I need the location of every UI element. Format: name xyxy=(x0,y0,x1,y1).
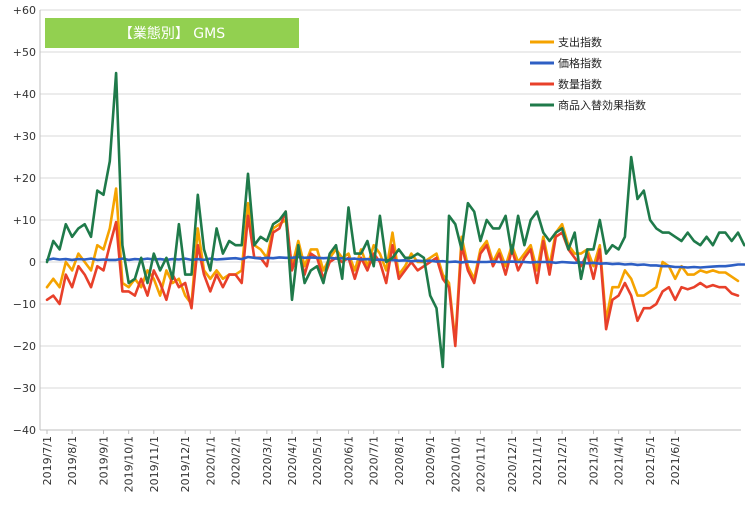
gridlines xyxy=(40,9,741,431)
y-tick-label: +40 xyxy=(13,88,36,101)
axes xyxy=(39,10,741,431)
y-tick-label: +50 xyxy=(13,46,36,59)
legend-label: 数量指数 xyxy=(558,77,602,91)
x-tick-label: 2021/4/1 xyxy=(613,436,626,485)
x-tick-label: 2019/9/1 xyxy=(98,436,111,485)
chart-title-background xyxy=(45,18,299,48)
y-tick-label: −30 xyxy=(13,382,36,395)
y-tick-label: −10 xyxy=(13,298,36,311)
chart-title: 【業態別】 GMS xyxy=(119,26,225,42)
series-line-2 xyxy=(45,210,740,348)
x-tick-label: 2019/11/1 xyxy=(148,436,161,492)
x-tick-label: 2020/3/1 xyxy=(261,436,274,485)
series-lines xyxy=(45,71,745,369)
y-tick-label: +20 xyxy=(13,172,36,185)
y-tick-label: +10 xyxy=(13,214,36,227)
y-tick-label: 0 xyxy=(29,256,36,269)
x-tick-label: 2020/7/1 xyxy=(368,436,381,485)
y-tick-label: +60 xyxy=(13,4,36,17)
x-tick-label: 2020/6/1 xyxy=(343,436,356,485)
x-tick-label: 2021/6/1 xyxy=(669,436,682,485)
x-tick-label: 2020/11/1 xyxy=(474,436,487,492)
x-tick-label: 2020/9/1 xyxy=(424,436,437,485)
x-tick-label: 2020/10/1 xyxy=(449,436,462,492)
legend-label: 支出指数 xyxy=(558,35,602,49)
x-tick-label: 2019/7/1 xyxy=(41,436,54,485)
x-tick-label: 2020/4/1 xyxy=(286,436,299,485)
legend-label: 商品入替効果指数 xyxy=(558,98,646,112)
x-tick-label: 2020/2/1 xyxy=(229,436,242,485)
x-tick-label: 2020/8/1 xyxy=(393,436,406,485)
x-tick-labels: 2019/7/1 2019/8/1 2019/9/1 2019/10/1 2019/11… xyxy=(41,430,682,492)
y-tick-labels: +60 +50 +40 +30 +20 +10 0 −10 −20 −30 −40 xyxy=(13,4,36,437)
x-tick-label: 2021/1/1 xyxy=(531,436,544,485)
x-tick-label: 2020/1/1 xyxy=(204,436,217,485)
x-tick-label: 2021/5/1 xyxy=(644,436,657,485)
x-tick-label: 2020/12/1 xyxy=(506,436,519,492)
x-tick-label: 2020/5/1 xyxy=(311,436,324,485)
y-tick-label: −40 xyxy=(13,424,36,437)
chart-title-box: 【業態別】 GMS xyxy=(45,18,299,48)
series-line-1 xyxy=(45,255,745,269)
x-tick-label: 2019/12/1 xyxy=(179,436,192,492)
legend-label: 価格指数 xyxy=(558,56,602,70)
x-tick-label: 2019/10/1 xyxy=(123,436,136,492)
series-line-3 xyxy=(45,71,745,369)
x-tick-label: 2021/3/1 xyxy=(588,436,601,485)
x-tick-label: 2019/8/1 xyxy=(66,436,79,485)
y-tick-label: +30 xyxy=(13,130,36,143)
x-tick-label: 2021/2/1 xyxy=(556,436,569,485)
y-tick-label: −20 xyxy=(13,340,36,353)
